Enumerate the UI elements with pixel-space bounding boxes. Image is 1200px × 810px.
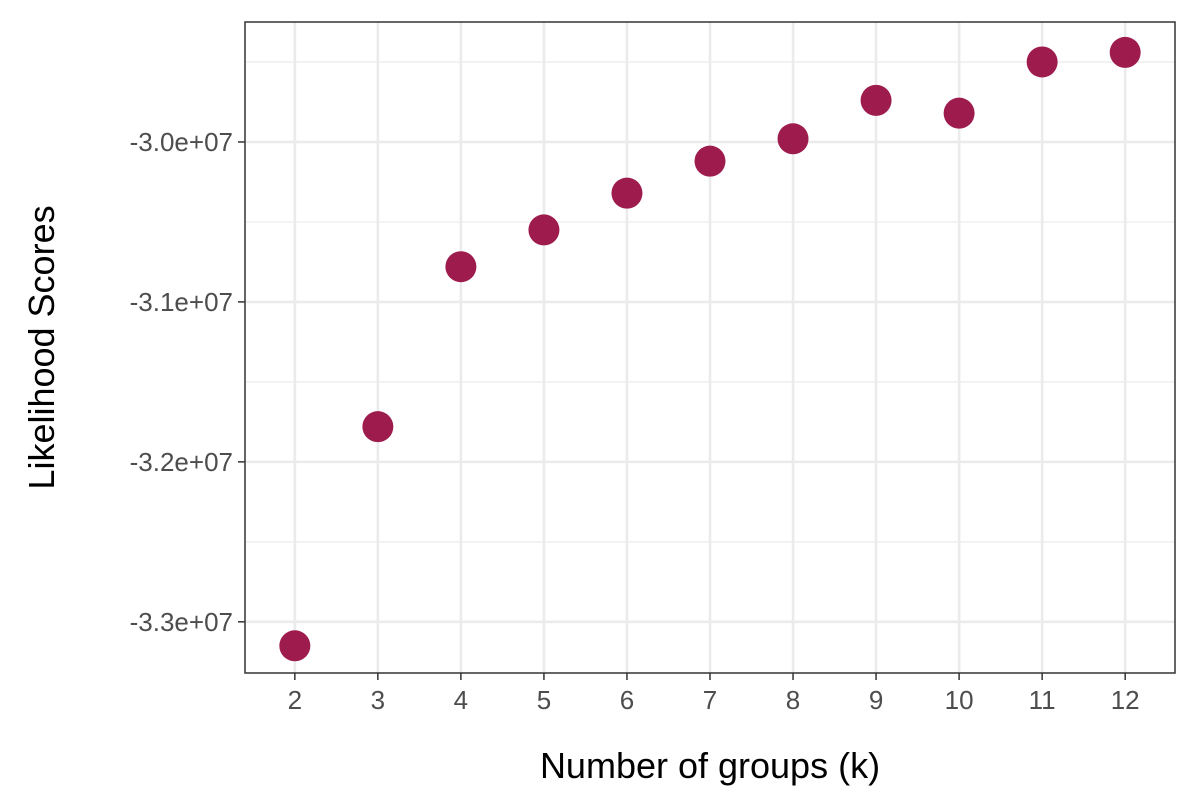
y-tick-label: -3.0e+07 xyxy=(130,127,233,157)
y-axis-ticks: -3.3e+07 -3.2e+07 -3.1e+07 -3.0e+07 xyxy=(130,127,245,637)
x-tick-label: 6 xyxy=(620,685,634,715)
data-point xyxy=(1109,36,1141,68)
data-point xyxy=(279,630,311,662)
x-tick-label: 10 xyxy=(945,685,974,715)
data-point xyxy=(943,97,975,129)
data-point xyxy=(1026,46,1058,78)
data-point xyxy=(528,214,560,246)
data-point xyxy=(445,251,477,283)
y-tick-label: -3.2e+07 xyxy=(130,447,233,477)
major-gridlines xyxy=(245,22,1175,673)
x-axis-title: Number of groups (k) xyxy=(540,745,880,786)
x-tick-label: 2 xyxy=(288,685,302,715)
x-tick-label: 12 xyxy=(1111,685,1140,715)
y-tick-label: -3.1e+07 xyxy=(130,287,233,317)
x-tick-label: 5 xyxy=(537,685,551,715)
data-point xyxy=(860,84,892,116)
y-tick-label: -3.3e+07 xyxy=(130,607,233,637)
x-tick-label: 11 xyxy=(1029,685,1056,715)
x-axis-ticks: 2 3 4 5 6 7 8 9 10 11 12 xyxy=(288,673,1140,715)
x-tick-label: 9 xyxy=(869,685,883,715)
data-points xyxy=(279,36,1141,662)
y-axis-title: Likelihood Scores xyxy=(21,205,62,489)
x-tick-label: 3 xyxy=(371,685,385,715)
data-point xyxy=(777,123,809,155)
x-tick-label: 8 xyxy=(786,685,800,715)
x-tick-label: 7 xyxy=(703,685,717,715)
data-point xyxy=(362,411,394,443)
x-tick-label: 4 xyxy=(454,685,468,715)
data-point xyxy=(694,145,726,177)
data-point xyxy=(611,177,643,209)
